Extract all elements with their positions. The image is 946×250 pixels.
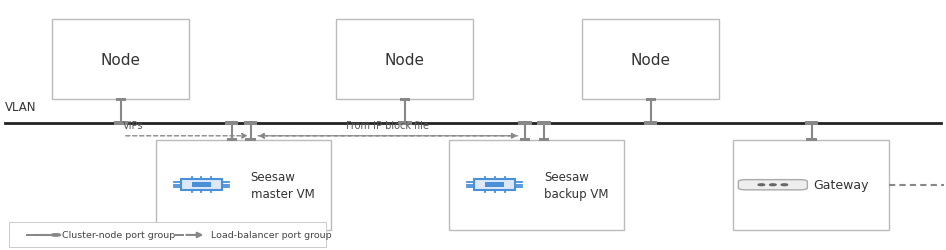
Text: Gateway: Gateway — [814, 178, 869, 192]
Text: Node: Node — [630, 52, 671, 68]
Text: VIPs: VIPs — [123, 121, 144, 131]
FancyBboxPatch shape — [520, 138, 531, 141]
FancyBboxPatch shape — [52, 20, 189, 100]
FancyBboxPatch shape — [181, 180, 222, 190]
FancyBboxPatch shape — [399, 98, 411, 102]
FancyBboxPatch shape — [806, 138, 816, 141]
Circle shape — [770, 184, 776, 186]
FancyBboxPatch shape — [805, 122, 818, 126]
FancyBboxPatch shape — [518, 122, 532, 126]
Circle shape — [758, 184, 764, 186]
FancyBboxPatch shape — [246, 138, 255, 141]
FancyBboxPatch shape — [739, 180, 808, 190]
FancyBboxPatch shape — [733, 140, 889, 230]
FancyBboxPatch shape — [115, 98, 127, 102]
Text: Seesaw
master VM: Seesaw master VM — [251, 170, 314, 200]
Text: From IP block file: From IP block file — [346, 121, 429, 131]
FancyBboxPatch shape — [114, 122, 128, 126]
FancyBboxPatch shape — [244, 122, 257, 126]
FancyBboxPatch shape — [449, 140, 624, 230]
Text: Node: Node — [100, 52, 141, 68]
Text: Cluster-node port group: Cluster-node port group — [62, 230, 176, 239]
FancyBboxPatch shape — [582, 20, 719, 100]
Circle shape — [51, 234, 61, 236]
Text: Load-balancer port group: Load-balancer port group — [211, 230, 332, 239]
FancyBboxPatch shape — [156, 140, 331, 230]
FancyBboxPatch shape — [9, 222, 326, 248]
FancyBboxPatch shape — [644, 122, 657, 126]
FancyBboxPatch shape — [336, 20, 473, 100]
FancyBboxPatch shape — [192, 182, 211, 188]
FancyBboxPatch shape — [398, 122, 412, 126]
Text: VLAN: VLAN — [5, 101, 36, 114]
FancyBboxPatch shape — [474, 180, 516, 190]
Text: Node: Node — [384, 52, 425, 68]
Text: Seesaw
backup VM: Seesaw backup VM — [544, 170, 608, 200]
Circle shape — [781, 184, 788, 186]
FancyBboxPatch shape — [485, 182, 504, 188]
FancyBboxPatch shape — [175, 234, 184, 236]
FancyBboxPatch shape — [225, 122, 238, 126]
FancyBboxPatch shape — [537, 122, 551, 126]
FancyBboxPatch shape — [226, 138, 236, 141]
FancyBboxPatch shape — [26, 234, 35, 236]
FancyBboxPatch shape — [539, 138, 549, 141]
FancyBboxPatch shape — [645, 98, 656, 102]
